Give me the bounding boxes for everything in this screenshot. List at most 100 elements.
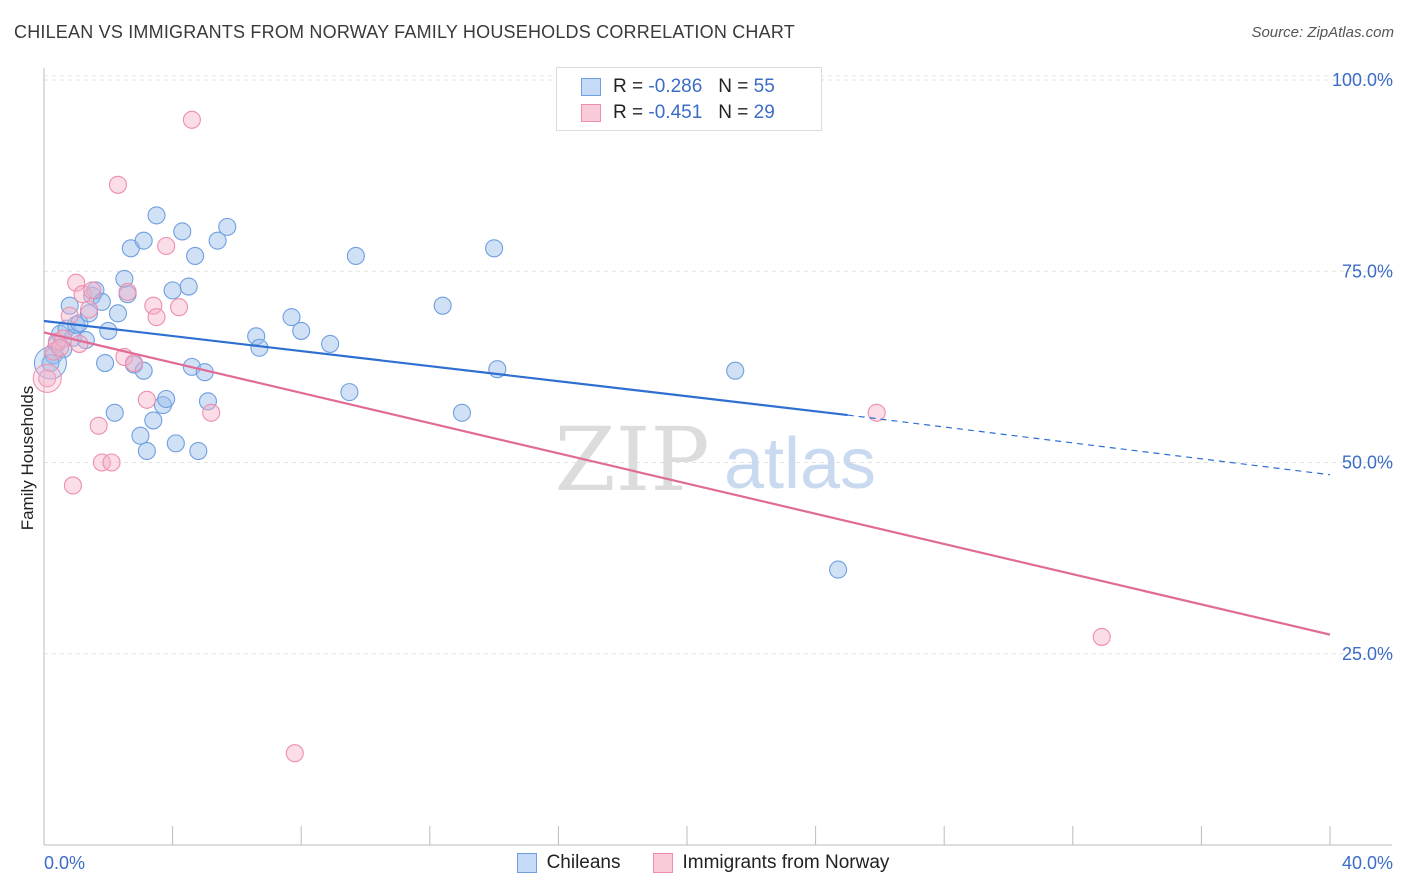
chileans-point (157, 389, 176, 409)
chileans-point (105, 403, 124, 422)
tick-labels: 25.0% 50.0% 75.0% 100.0% 0.0% 40.0% (44, 70, 1393, 873)
chileans-point (147, 206, 166, 225)
trend-lines (43, 319, 1331, 636)
norway-point (73, 285, 92, 304)
chileans-point (321, 334, 340, 353)
norway-point (51, 338, 70, 357)
norway-point (79, 300, 99, 319)
norway-trend-line (43, 331, 1331, 636)
norway-point (867, 403, 886, 422)
chileans-point (166, 434, 185, 453)
norway-point (1092, 627, 1111, 646)
norway-point (202, 403, 221, 422)
chileans-point (41, 353, 60, 373)
series-legend: Chileans Immigrants from Norway (0, 852, 1406, 874)
chileans-point (218, 217, 237, 236)
norway-point (102, 453, 121, 472)
chileans-point (173, 222, 192, 241)
y-tick-label: 25.0% (1342, 644, 1393, 664)
watermark-atlas: atlas (724, 424, 876, 504)
norway-swatch (581, 104, 601, 122)
chileans-point (186, 246, 205, 265)
y-tick-label: 100.0% (1332, 70, 1393, 90)
x-tick-label: 0.0% (44, 853, 85, 873)
chileans-point (131, 426, 150, 445)
legend-row-chileans: R = -0.286 N = 55 (581, 75, 775, 99)
norway-point (67, 273, 86, 292)
chileans-point (134, 361, 153, 380)
y-tick-label: 75.0% (1342, 261, 1393, 281)
chileans-point (282, 308, 301, 327)
norway-point (89, 416, 108, 435)
norway-point (60, 306, 79, 325)
chileans-legend-swatch (516, 853, 537, 873)
chileans-point (144, 411, 163, 430)
norway-point (144, 296, 163, 315)
legend-row-norway: R = -0.451 N = 29 (581, 101, 775, 125)
watermark-zip: ZIP (554, 408, 709, 511)
chileans-point (163, 281, 182, 300)
chileans-point (189, 441, 208, 461)
chileans-point (83, 286, 102, 305)
n-label: N = (718, 76, 749, 97)
norway-point (118, 282, 137, 301)
legend-item-norway[interactable]: Immigrants from Norway (652, 852, 890, 874)
chileans-point (433, 296, 452, 315)
chileans-point (726, 361, 745, 380)
chileans-point (99, 321, 118, 340)
chileans-swatch (581, 78, 601, 96)
norway-point (108, 175, 127, 194)
chileans-point (198, 392, 218, 411)
norway-points (32, 110, 1111, 763)
legend-item-chileans[interactable]: Chileans (516, 852, 621, 874)
chileans-point (134, 231, 153, 250)
r-label: R = (613, 76, 644, 97)
grid-lines (44, 75, 1392, 655)
chileans-point (208, 231, 227, 250)
norway-n-value: 29 (753, 102, 775, 123)
norway-r-value: -0.451 (648, 102, 703, 123)
x-tick-label: 40.0% (1342, 853, 1393, 873)
norway-point (38, 369, 57, 388)
source-credit: Source: ZipAtlas.com (1251, 24, 1394, 41)
norway-point (124, 353, 144, 373)
chileans-point (340, 383, 359, 402)
stats-legend: R = -0.286 N = 55 R = -0.451 N = 29 (556, 67, 822, 131)
chileans-point (346, 246, 365, 265)
norway-point (147, 308, 166, 327)
norway-point (157, 236, 176, 256)
norway-point (182, 110, 201, 129)
chileans-point (485, 239, 504, 258)
y-tick-label: 50.0% (1342, 453, 1393, 473)
chileans-trend-line (43, 319, 848, 417)
chileans-point (292, 321, 311, 340)
chileans-point (96, 353, 115, 373)
chileans-point (452, 403, 472, 422)
norway-point (92, 453, 111, 472)
chileans-trend-extension (847, 414, 1331, 476)
chileans-point (79, 304, 99, 323)
chileans-r-value: -0.286 (648, 76, 703, 97)
chileans-point (179, 277, 198, 296)
chileans-point (829, 560, 848, 579)
norway-point (285, 744, 304, 763)
norway-point (63, 476, 82, 495)
chileans-point (108, 304, 127, 323)
chileans-n-value: 55 (753, 76, 775, 97)
norway-legend-label: Immigrants from Norway (682, 852, 890, 873)
n-label: N = (718, 102, 749, 123)
r-label: R = (613, 102, 644, 123)
norway-point (70, 334, 89, 353)
norway-point (137, 390, 156, 409)
chileans-legend-label: Chileans (546, 852, 621, 873)
chart-title: CHILEAN VS IMMIGRANTS FROM NORWAY FAMILY… (14, 22, 795, 42)
chileans-point (60, 296, 79, 315)
norway-point (83, 281, 102, 300)
norway-point (169, 298, 189, 317)
chileans-points (33, 206, 848, 579)
chileans-point (137, 441, 156, 461)
norway-legend-swatch (652, 853, 673, 873)
axes (43, 68, 1392, 846)
norway-point (32, 363, 62, 393)
